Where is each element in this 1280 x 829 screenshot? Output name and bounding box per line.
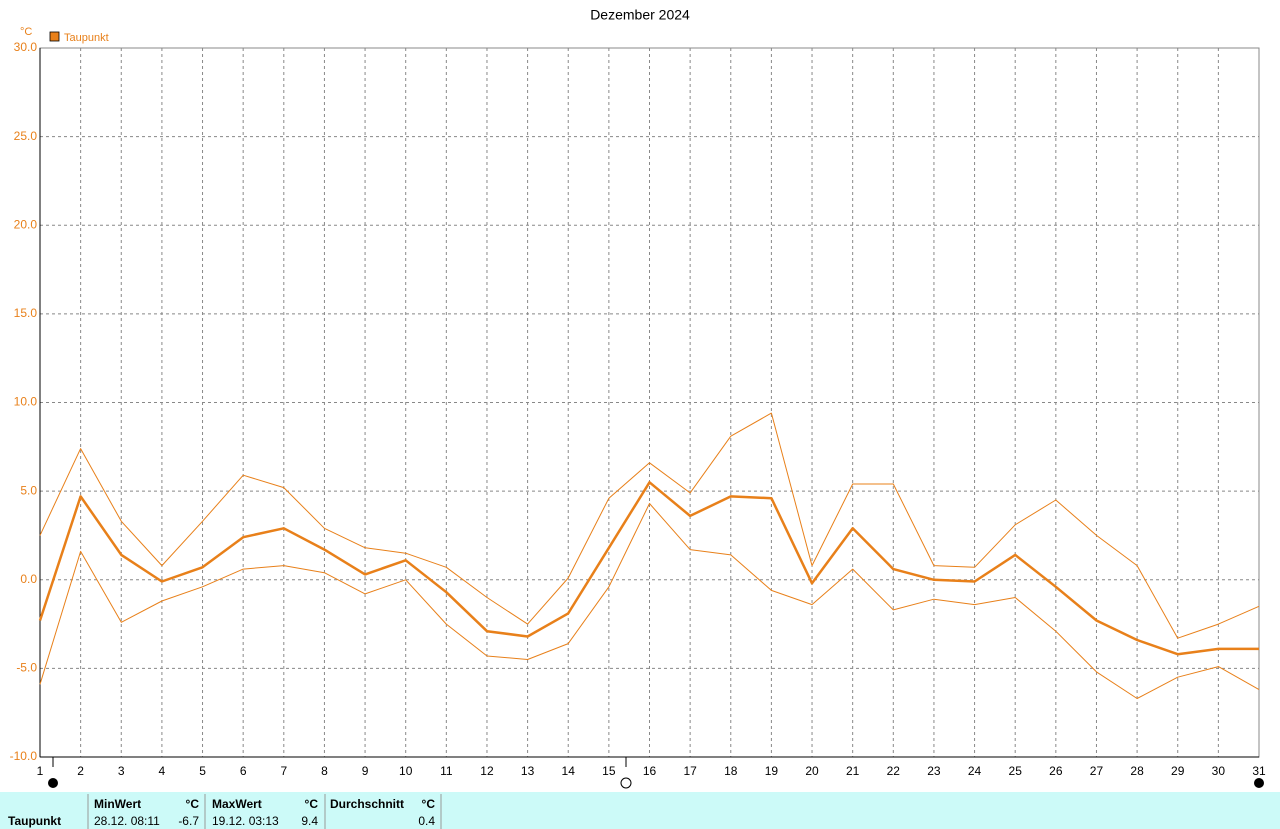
x-tick-label: 13 bbox=[521, 764, 535, 778]
column-unit: °C bbox=[186, 797, 200, 811]
series-line bbox=[39, 412, 1260, 639]
y-tick-label: 15.0 bbox=[14, 306, 38, 320]
column-header: MaxWert bbox=[212, 797, 262, 811]
column-unit: °C bbox=[422, 797, 436, 811]
y-tick-label: -10.0 bbox=[10, 749, 38, 763]
x-tick-label: 7 bbox=[280, 764, 287, 778]
x-tick-label: 5 bbox=[199, 764, 206, 778]
y-tick-label: 5.0 bbox=[20, 483, 37, 497]
y-tick-label: -5.0 bbox=[16, 661, 37, 675]
x-tick-label: 11 bbox=[440, 764, 453, 778]
x-tick-label: 21 bbox=[846, 764, 860, 778]
x-tick-label: 26 bbox=[1049, 764, 1063, 778]
x-tick-label: 19 bbox=[765, 764, 779, 778]
x-tick-label: 14 bbox=[562, 764, 576, 778]
y-tick-label: 20.0 bbox=[14, 217, 38, 231]
stat-value: -6.7 bbox=[178, 814, 199, 828]
y-tick-label: 0.0 bbox=[20, 572, 37, 586]
x-tick-label: 25 bbox=[1009, 764, 1023, 778]
moon-icon bbox=[48, 778, 58, 788]
x-tick-label: 30 bbox=[1212, 764, 1226, 778]
x-tick-label: 16 bbox=[643, 764, 657, 778]
x-tick-label: 28 bbox=[1130, 764, 1144, 778]
x-tick-label: 31 bbox=[1252, 764, 1266, 778]
y-tick-label: 10.0 bbox=[14, 395, 38, 409]
legend-swatch bbox=[49, 31, 60, 42]
x-tick-label: 18 bbox=[724, 764, 738, 778]
moon-icon bbox=[620, 777, 632, 789]
legend-label: Taupunkt bbox=[64, 32, 109, 44]
column-header: Durchschnitt bbox=[330, 797, 404, 811]
x-tick-label: 8 bbox=[321, 764, 328, 778]
x-tick-label: 23 bbox=[927, 764, 941, 778]
stats-bar bbox=[0, 792, 1280, 829]
column-unit: °C bbox=[305, 797, 319, 811]
x-tick-label: 1 bbox=[37, 764, 44, 778]
x-tick-label: 17 bbox=[683, 764, 697, 778]
x-tick-label: 22 bbox=[887, 764, 901, 778]
plot: -10.0-5.00.05.010.015.020.025.030.01 2 3 4 5… bbox=[10, 40, 1266, 778]
y-tick-label: 25.0 bbox=[14, 129, 38, 143]
x-tick-label: 15 bbox=[602, 764, 616, 778]
stat-value: 9.4 bbox=[301, 814, 318, 828]
y-tick-label: 30.0 bbox=[14, 40, 38, 54]
chart-title: Dezember 2024 bbox=[590, 7, 690, 23]
stat-time: 19.12. 03:13 bbox=[212, 814, 279, 828]
x-tick-label: 3 bbox=[118, 764, 125, 778]
row-label: Taupunkt bbox=[8, 814, 61, 828]
stat-time: 28.12. 08:11 bbox=[94, 814, 160, 828]
series-line bbox=[38, 481, 1259, 656]
x-tick-label: 10 bbox=[399, 764, 413, 778]
y-unit: °C bbox=[20, 26, 32, 38]
x-tick-label: 9 bbox=[362, 764, 369, 778]
x-tick-label: 20 bbox=[805, 764, 819, 778]
stat-value: 0.4 bbox=[418, 814, 435, 828]
x-tick-label: 24 bbox=[968, 764, 982, 778]
x-tick-label: 6 bbox=[240, 764, 247, 778]
x-tick-label: 12 bbox=[480, 764, 494, 778]
moon-icon bbox=[1254, 778, 1264, 788]
column-header: MinWert bbox=[94, 797, 141, 811]
x-tick-label: 29 bbox=[1171, 764, 1185, 778]
x-tick-label: 4 bbox=[159, 764, 166, 778]
series-line bbox=[39, 503, 1260, 699]
x-tick-label: 27 bbox=[1090, 764, 1104, 778]
x-tick-label: 2 bbox=[77, 764, 84, 778]
